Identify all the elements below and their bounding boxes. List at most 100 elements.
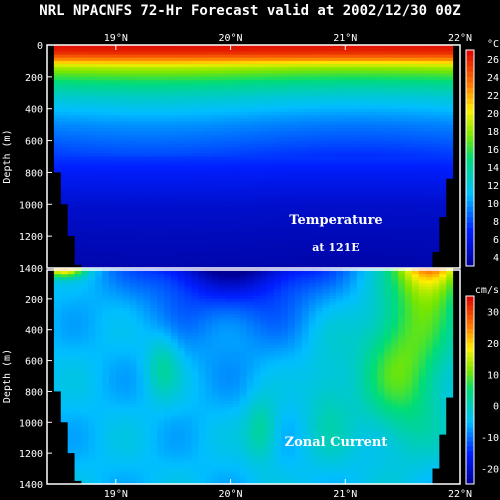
- temperature-cell: [411, 232, 420, 237]
- temperature-cell: [439, 60, 447, 65]
- temperature-cell: [74, 172, 83, 177]
- temperature-cell: [453, 76, 461, 81]
- temperature-cell: [67, 105, 76, 110]
- temperature-cell: [115, 258, 124, 263]
- temperature-cell: [219, 245, 227, 250]
- current-cell: [274, 301, 282, 306]
- temperature-cell: [225, 108, 234, 113]
- temperature-cell: [184, 172, 193, 177]
- temperature-cell: [267, 252, 275, 256]
- current-cell: [363, 289, 372, 294]
- temperature-cell: [122, 194, 131, 199]
- temperature-cell: [157, 191, 165, 196]
- temperature-cell: [391, 64, 399, 68]
- temperature-cell: [219, 172, 227, 177]
- temperature-cell: [246, 201, 255, 205]
- temperature-cell: [177, 197, 186, 202]
- current-cell: [363, 271, 372, 275]
- temperature-cell: [164, 255, 172, 260]
- temperature-cell: [267, 207, 275, 212]
- temperature-cell: [191, 191, 200, 196]
- temperature-cell: [177, 64, 186, 68]
- current-cell: [219, 283, 227, 288]
- temperature-cell: [67, 156, 76, 161]
- temperature-cell: [453, 217, 461, 221]
- current-cell: [377, 305, 385, 309]
- temperature-cell: [384, 51, 392, 56]
- temperature-cell: [88, 213, 96, 218]
- temperature-cell: [136, 236, 144, 240]
- temperature-cell: [322, 220, 330, 224]
- temperature-cell: [453, 146, 461, 151]
- temperature-cell: [377, 134, 385, 138]
- temperature-cell: [274, 60, 282, 65]
- temperature-cell: [377, 140, 385, 145]
- temperature-cell: [205, 188, 213, 193]
- temperature-cell: [336, 64, 344, 68]
- temperature-cell: [349, 252, 358, 256]
- temperature-cell: [74, 159, 83, 164]
- temperature-cell: [150, 67, 158, 72]
- temperature-cell: [439, 242, 447, 247]
- temperature-cell: [453, 236, 461, 240]
- current-cell: [205, 301, 213, 306]
- current-cell: [446, 274, 454, 278]
- current-cell: [102, 308, 110, 312]
- temperature-cell: [370, 217, 378, 221]
- temperature-cell: [157, 194, 165, 199]
- temperature-cell: [253, 245, 261, 250]
- temperature-cell: [239, 166, 248, 170]
- temperature-cell: [349, 64, 358, 68]
- temperature-cell: [274, 95, 282, 100]
- temperature-cell: [418, 115, 427, 119]
- temperature-cell: [336, 207, 344, 212]
- current-cell: [157, 274, 165, 278]
- temperature-cell: [349, 181, 358, 186]
- temperature-cell: [301, 54, 310, 59]
- temperature-cell: [281, 80, 289, 84]
- temperature-cell: [411, 159, 420, 164]
- temperature-cell: [281, 223, 289, 228]
- current-cell: [177, 298, 186, 303]
- temperature-cell: [274, 51, 282, 56]
- temperature-cell: [287, 99, 296, 103]
- temperature-cell: [150, 60, 158, 65]
- temperature-cell: [136, 48, 144, 52]
- current-cell: [88, 271, 96, 275]
- temperature-cell: [47, 197, 55, 202]
- temperature-cell: [363, 166, 372, 170]
- temperature-cell: [122, 236, 131, 240]
- temperature-cell: [60, 86, 69, 91]
- current-cell: [102, 305, 110, 309]
- current-cell: [253, 301, 261, 306]
- current-cell: [377, 301, 385, 306]
- temperature-cell: [205, 248, 213, 253]
- temperature-cell: [253, 95, 261, 100]
- temperature-cell: [108, 127, 117, 132]
- current-cell: [60, 305, 69, 309]
- temperature-cell: [377, 45, 385, 49]
- temperature-cell: [67, 185, 76, 189]
- temperature-cell: [329, 80, 337, 84]
- current-cell: [439, 292, 447, 297]
- temperature-cell: [232, 137, 241, 142]
- temperature-cell: [157, 258, 165, 263]
- temperature-cell: [177, 137, 186, 142]
- temperature-cell: [108, 248, 117, 253]
- temperature-cell: [157, 153, 165, 158]
- temperature-cell: [246, 188, 255, 193]
- temperature-cell: [336, 261, 344, 266]
- temperature-cell: [404, 223, 413, 228]
- temperature-cell: [274, 80, 282, 84]
- temperature-cell: [322, 172, 330, 177]
- temperature-cell: [136, 229, 144, 234]
- temperature-cell: [225, 159, 234, 164]
- temperature-cell: [191, 175, 200, 180]
- current-cell: [301, 280, 310, 285]
- temperature-cell: [384, 191, 392, 196]
- temperature-cell: [308, 137, 317, 142]
- temperature-cell: [177, 162, 186, 167]
- temperature-cell: [267, 169, 275, 174]
- current-cell: [287, 271, 296, 275]
- current-cell: [170, 280, 179, 285]
